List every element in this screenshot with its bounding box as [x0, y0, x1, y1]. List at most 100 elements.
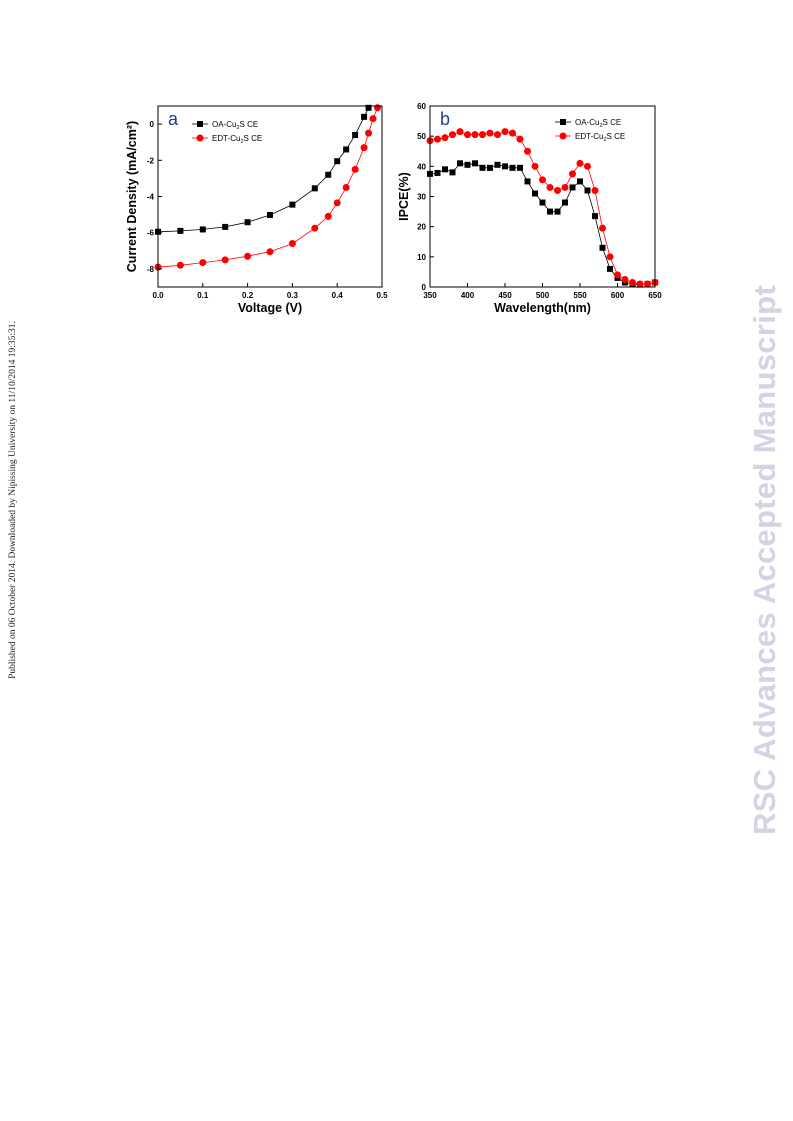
y-tick-label: 0	[422, 283, 427, 292]
data-point-s2-29	[644, 280, 651, 288]
data-point-s2-6	[471, 131, 479, 139]
x-tick-label: 600	[611, 291, 625, 300]
data-point-s1-13	[365, 104, 372, 111]
panel-label: b	[440, 109, 450, 129]
series-line-1	[157, 107, 369, 233]
series-line-2	[157, 107, 378, 268]
data-point-s2-21	[584, 162, 591, 170]
data-point-s2-2	[441, 134, 449, 142]
legend-entry: EDT-Cu2S CE	[575, 132, 625, 143]
data-point-s2-18	[561, 183, 569, 191]
y-axis-label: IPCE(%)	[397, 172, 411, 221]
x-tick-label: 0.5	[376, 291, 388, 300]
legend-marker	[560, 119, 566, 125]
x-tick-label: 500	[536, 291, 550, 300]
x-tick-label: 0.4	[332, 291, 344, 300]
data-point-s2-23	[599, 224, 606, 232]
watermark-text: RSC Advances Accepted Manuscript	[747, 285, 782, 835]
x-tick-label: 0.0	[152, 291, 164, 300]
y-tick-label: -8	[147, 265, 155, 274]
data-point-s1-2	[199, 226, 206, 233]
x-axis-label: Wavelength(nm)	[494, 301, 591, 315]
data-point-s2-14	[531, 162, 539, 170]
y-tick-label: 20	[417, 223, 426, 232]
data-point-s1-12	[517, 164, 523, 171]
data-point-s1-16	[547, 208, 553, 215]
plot-frame	[157, 105, 383, 288]
data-point-s2-20	[576, 159, 584, 167]
data-point-s2-10	[501, 128, 509, 136]
y-tick-label: -4	[147, 193, 155, 202]
data-point-s2-9	[333, 199, 341, 207]
data-point-s2-11	[351, 165, 359, 173]
legend-marker	[197, 121, 203, 127]
panel-label: a	[168, 109, 179, 129]
data-point-s1-23	[599, 244, 606, 251]
data-point-s1-7	[311, 185, 318, 192]
data-point-s2-14	[369, 115, 377, 123]
legend-marker	[196, 134, 204, 142]
data-point-s2-24	[606, 253, 614, 261]
data-point-s2-19	[569, 170, 576, 178]
data-point-s1-19	[569, 184, 576, 191]
data-point-s2-8	[324, 212, 332, 220]
data-point-s1-10	[343, 146, 350, 153]
data-point-s1-5	[267, 211, 273, 218]
legend-entry: OA-Cu2S CE	[212, 120, 258, 131]
data-point-s2-16	[546, 183, 554, 191]
y-tick-label: 10	[417, 253, 426, 262]
x-tick-label: 0.1	[197, 291, 209, 300]
y-tick-label: -2	[147, 156, 155, 165]
data-point-s1-22	[592, 213, 598, 220]
data-point-s2-3	[449, 131, 456, 139]
x-tick-label: 400	[461, 291, 475, 300]
x-tick-label: 0.2	[242, 291, 254, 300]
data-point-s2-2	[199, 259, 207, 267]
data-point-s1-1	[434, 169, 441, 176]
data-point-s2-22	[591, 186, 599, 194]
data-point-s1-4	[457, 160, 463, 167]
series-line-2	[429, 131, 656, 285]
data-point-s2-5	[464, 131, 471, 139]
data-point-s2-27	[629, 278, 636, 286]
chart-panel-a: 0.0 0.1 0.2 0.3 0.4 0.5 0 -2 -4 -6 -8 Voltage (V) Cu…	[125, 104, 388, 315]
data-point-s1-12	[361, 113, 368, 120]
data-point-s2-11	[509, 129, 516, 137]
data-point-s1-21	[584, 187, 591, 194]
data-point-s2-28	[636, 280, 644, 288]
data-point-s1-9	[494, 161, 501, 168]
data-point-s2-12	[360, 144, 368, 152]
y-tick-label: -6	[147, 229, 155, 238]
data-point-s1-15	[539, 199, 546, 206]
data-point-s2-7	[311, 224, 319, 232]
watermark: RSC Advances Accepted Manuscript	[735, 260, 793, 860]
data-point-s2-10	[342, 183, 350, 191]
x-tick-label: 650	[648, 291, 662, 300]
x-tick-label: 0.3	[287, 291, 299, 300]
data-point-s2-9	[494, 131, 501, 139]
data-point-s2-15	[539, 176, 546, 184]
data-point-s2-1	[176, 261, 184, 269]
data-point-s2-5	[266, 248, 274, 256]
x-axis-label: Voltage (V)	[238, 301, 302, 315]
data-point-s1-17	[554, 208, 561, 215]
data-point-s1-3	[449, 169, 456, 176]
data-point-s2-13	[524, 147, 531, 155]
x-tick-label: 350	[423, 291, 437, 300]
data-point-s1-13	[524, 178, 531, 185]
x-tick-label: 550	[573, 291, 587, 300]
data-point-s1-6	[289, 201, 296, 208]
data-point-s1-8	[487, 164, 493, 171]
data-point-s2-7	[479, 131, 486, 139]
data-point-s2-8	[486, 129, 494, 137]
data-point-s1-14	[532, 190, 538, 197]
data-point-s1-4	[244, 219, 251, 226]
data-point-s1-1	[177, 227, 184, 234]
data-point-s1-9	[334, 158, 341, 165]
data-point-s2-1	[434, 135, 441, 143]
data-point-s1-7	[479, 164, 486, 171]
data-point-s1-11	[352, 131, 359, 138]
y-axis-label: Current Density (mA/cm²)	[125, 121, 139, 272]
y-tick-label: 30	[417, 193, 426, 202]
